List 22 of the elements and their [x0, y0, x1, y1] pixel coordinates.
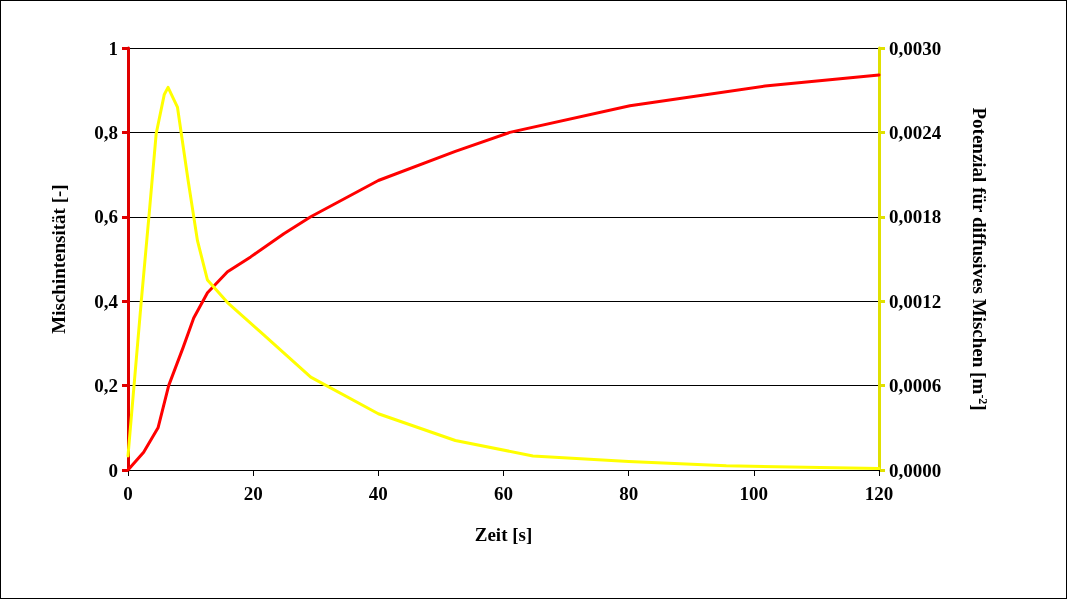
- x-tick-label: 20: [243, 483, 263, 504]
- y2-tick-label: 0,0024: [889, 121, 942, 143]
- y2-tick-label: 0,0030: [889, 37, 942, 59]
- x-axis-title: Zeit [s]: [474, 524, 533, 545]
- y2-tick-label: 0,0018: [889, 206, 942, 228]
- x-tick-label: 100: [739, 483, 769, 504]
- x-tick-label: 0: [123, 483, 133, 504]
- y-tick-label: 0: [108, 459, 118, 481]
- y-tick-label: 0,8: [94, 121, 118, 143]
- x-tick-label: 60: [494, 483, 513, 504]
- x-tick-label: 80: [619, 483, 639, 504]
- x-tick-label: 120: [864, 483, 894, 504]
- y-tick-label: 0,6: [94, 206, 118, 228]
- y2-tick-label: 0,0012: [889, 290, 942, 312]
- y-axis-title: Mischintensität [-]: [48, 184, 69, 334]
- y2-tick-label: 0,0000: [889, 459, 942, 481]
- y-tick-label: 0,4: [94, 290, 119, 312]
- x-tick-label: 40: [368, 483, 388, 504]
- y2-tick-label: 0,0006: [889, 375, 942, 397]
- y-tick-label: 0,2: [94, 375, 118, 397]
- y-tick-label: 1: [108, 37, 118, 59]
- y2-axis-title: Potenzial für diffusives Mischen [m-2]: [968, 107, 990, 411]
